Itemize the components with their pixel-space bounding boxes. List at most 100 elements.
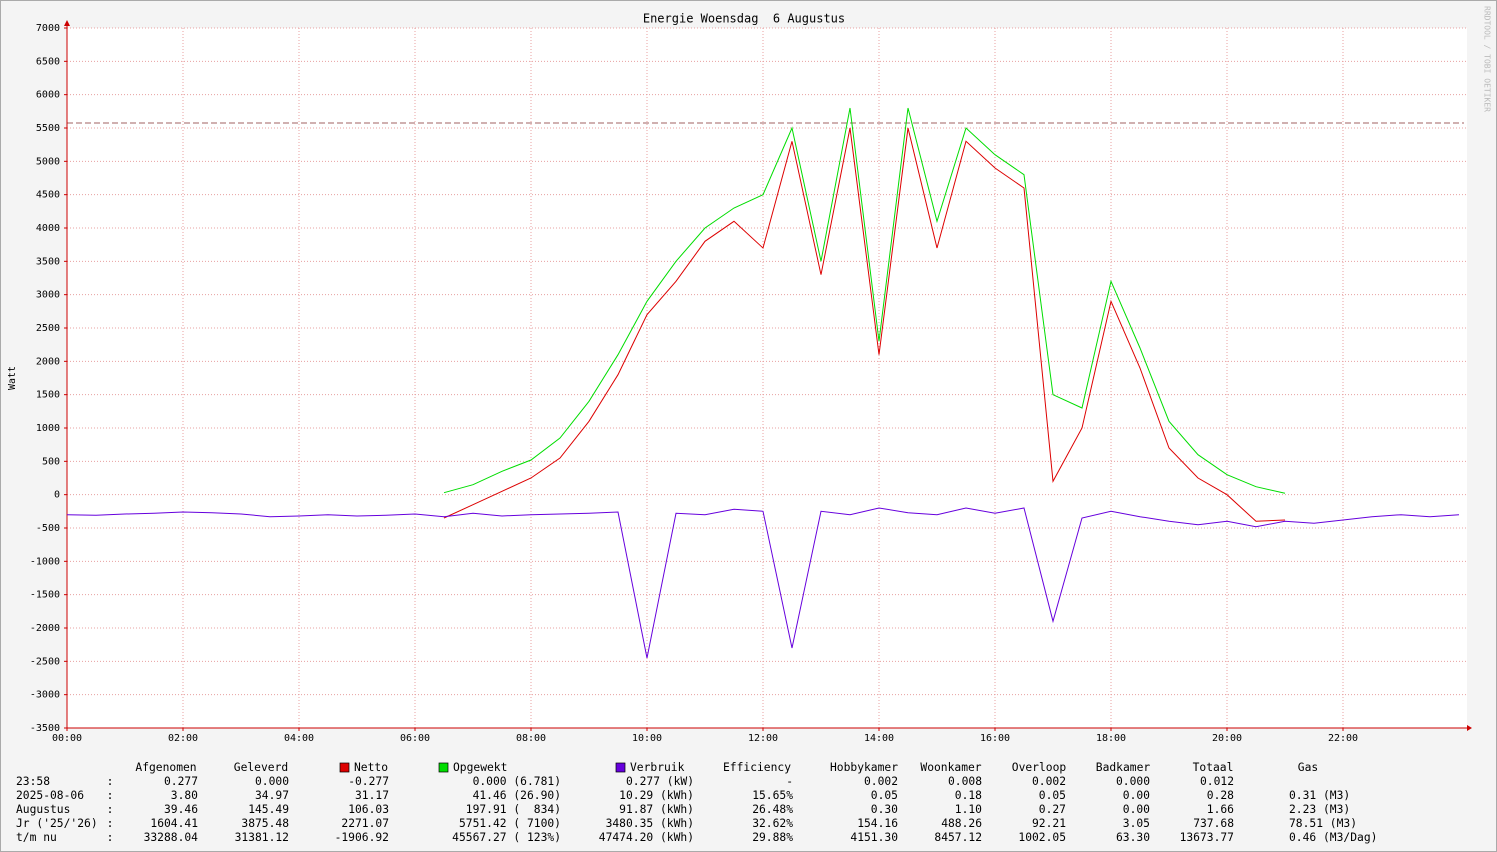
y-tick-label: -1500 [30,590,60,601]
table-cell: 0.002 [864,775,898,788]
table-cell: 78.51 (M3) [1289,817,1357,830]
table-cell: 34.97 [255,789,289,802]
x-tick-label: 22:00 [1328,733,1358,744]
table-cell: 0.05 [1039,789,1066,802]
y-tick-label: -500 [36,523,60,534]
table-cell: 154.16 [857,817,898,830]
y-tick-label: 4000 [36,223,60,234]
table-cell: 63.30 [1116,831,1150,844]
y-axis-label: Watt [7,366,18,390]
legend-swatch [339,762,350,773]
legend-swatch [615,762,626,773]
table-cell: 2271.07 [341,817,389,830]
table-header: Geleverd [234,761,288,774]
table-cell: 0.277 [164,775,198,788]
table-cell: 0.27 [1039,803,1066,816]
table-header: Overloop [1012,761,1067,774]
table-cell: 91.87 (kWh) [619,803,694,816]
table-cell: 0.000 [255,775,289,788]
table-cell: 0.28 [1207,789,1234,802]
table-header: Totaal [1193,761,1234,774]
table-cell: t/m nu [16,831,57,844]
table-cell: Jr ('25/'26) [16,817,98,830]
y-tick-label: 7000 [36,23,60,34]
y-tick-label: 0 [54,490,60,501]
axis-arrow [64,20,70,26]
y-tick-label: 4500 [36,190,60,201]
table-cell: 45567.27 ( 123%) [452,831,561,844]
series-line [66,507,1460,659]
table-cell: 1.10 [955,803,982,816]
y-tick-label: 2000 [36,356,60,367]
x-tick-label: 18:00 [1096,733,1126,744]
y-tick-label: -1000 [30,556,60,567]
table-cell: 5751.42 ( 7100) [459,817,561,830]
table-cell: 0.008 [948,775,982,788]
legend-label: Opgewekt [453,761,507,774]
table-cell: 0.30 [871,803,898,816]
table-cell: : [107,831,114,844]
y-tick-label: 3500 [36,256,60,267]
table-cell: 1604.41 [150,817,198,830]
y-tick-label: 1000 [36,423,60,434]
y-tick-label: -3000 [30,690,60,701]
y-tick-label: 1500 [36,390,60,401]
table-cell: Augustus [16,803,70,816]
table-cell: 0.002 [1032,775,1066,788]
table-cell: 4151.30 [850,831,898,844]
table-header: Badkamer [1096,761,1151,774]
x-tick-label: 00:00 [52,733,82,744]
table-cell: 0.00 [1123,789,1150,802]
y-tick-label: 6500 [36,56,60,67]
table-cell: 145.49 [248,803,289,816]
table-cell: 0.277 (kW) [626,775,694,788]
table-header: Woonkamer [920,761,981,774]
table-cell: 33288.04 [144,831,199,844]
y-tick-label: 500 [42,456,60,467]
table-header: Hobbykamer [830,761,898,774]
x-tick-label: 08:00 [516,733,546,744]
table-cell: 1.66 [1207,803,1234,816]
table-cell: 47474.20 (kWh) [599,831,694,844]
table-cell: 106.03 [348,803,389,816]
table-cell: 2025-08-06 [16,789,84,802]
table-cell: 15.65% [752,789,793,802]
table-cell: 10.29 (kWh) [619,789,694,802]
y-tick-label: -3500 [30,723,60,734]
watermark: RRDTOOL / TOBI OETIKER [1483,6,1492,112]
table-cell: 31.17 [355,789,389,802]
table-cell: 0.000 [1116,775,1150,788]
x-tick-label: 16:00 [980,733,1010,744]
series-line [443,107,1286,494]
y-tick-label: 3000 [36,290,60,301]
table-cell: 39.46 [164,803,198,816]
chart-title: Energie Woensdag 6 Augustus [643,12,845,26]
table-cell: -1906.92 [335,831,389,844]
table-cell: -0.277 [348,775,389,788]
table-cell: 3875.48 [241,817,289,830]
x-tick-label: 20:00 [1212,733,1242,744]
table-cell: : [107,803,114,816]
plot-area [67,28,1467,728]
table-cell: 23:58 [16,775,50,788]
table-header: Afgenomen [135,761,196,774]
table-header: Efficiency [723,761,791,774]
table-cell: : [107,775,114,788]
table-cell: 0.000 (6.781) [473,775,561,788]
axis-arrow [1467,725,1472,731]
x-tick-label: 04:00 [284,733,314,744]
table-cell: 0.18 [955,789,982,802]
table-cell: 13673.77 [1180,831,1234,844]
x-tick-label: 10:00 [632,733,662,744]
table-cell: 92.21 [1032,817,1066,830]
x-tick-label: 06:00 [400,733,430,744]
table-cell: 32.62% [752,817,793,830]
table-cell: 3480.35 (kWh) [606,817,694,830]
y-tick-label: 5000 [36,156,60,167]
table-cell: 0.00 [1123,803,1150,816]
table-cell: 0.46 (M3/Dag) [1289,831,1377,844]
table-cell: 3.80 [171,789,198,802]
table-cell: 0.05 [871,789,898,802]
table-cell: 2.23 (M3) [1289,803,1350,816]
